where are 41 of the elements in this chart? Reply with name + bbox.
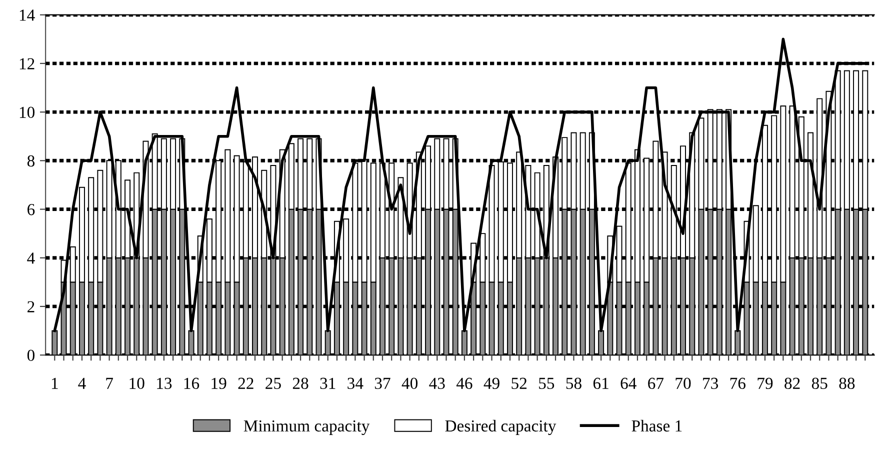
y-tick-label: 2 <box>28 301 34 312</box>
x-tick-label: 46 <box>456 378 472 389</box>
x-tick-label: 16 <box>184 378 200 389</box>
x-tick-label: 76 <box>730 378 746 389</box>
x-tick-label: 10 <box>130 378 144 389</box>
x-tick-label: 61 <box>593 378 608 389</box>
x-tick-label: 67 <box>648 378 664 389</box>
x-tick-label: 34 <box>348 378 364 389</box>
x-tick-label: 43 <box>429 378 445 389</box>
x-tick-label: 73 <box>703 378 718 389</box>
x-tick-label: 70 <box>676 378 691 389</box>
x-tick-label: 64 <box>620 378 636 389</box>
x-tick-label: 49 <box>484 378 500 389</box>
y-tick-label: 14 <box>20 10 35 21</box>
y-tick-label: 12 <box>20 58 34 70</box>
x-tick-label: 79 <box>758 378 773 389</box>
x-tick-label: 28 <box>292 378 308 389</box>
x-tick-label: 4 <box>78 378 86 389</box>
x-tick-label: 22 <box>238 378 254 389</box>
y-tick-label: 0 <box>27 350 34 361</box>
legend-label: Minimum capacity <box>244 420 370 435</box>
x-tick-label: 82 <box>784 378 800 389</box>
y-tick-label: 6 <box>28 204 35 216</box>
x-tick-label: 1 <box>52 378 58 389</box>
x-tick-label: 37 <box>374 378 390 389</box>
x-tick-label: 85 <box>812 378 828 389</box>
x-tick-label: 7 <box>106 378 113 389</box>
x-tick-label: 58 <box>566 378 582 389</box>
y-tick-label: 4 <box>27 252 35 264</box>
y-tick-label: 8 <box>27 155 34 167</box>
x-tick-label: 19 <box>212 378 226 389</box>
x-tick-label: 40 <box>402 378 418 389</box>
y-tick-label: 10 <box>20 106 34 118</box>
x-tick-label: 31 <box>320 378 336 389</box>
x-tick-label: 55 <box>539 378 554 389</box>
x-tick-label: 88 <box>839 378 855 389</box>
x-tick-label: 25 <box>266 378 281 389</box>
legend-label: Phase 1 <box>632 420 682 432</box>
x-tick-label: 13 <box>157 378 172 389</box>
x-tick-label: 52 <box>512 378 527 389</box>
legend-label: Desired capacity <box>445 420 556 435</box>
